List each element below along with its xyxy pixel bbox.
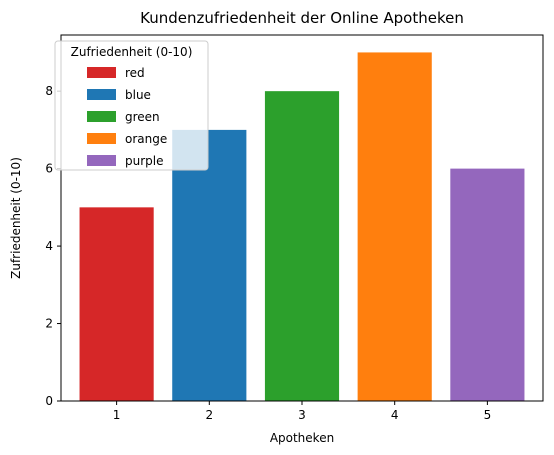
bar-1: [80, 207, 154, 401]
bar-5: [450, 169, 524, 401]
legend-entry-label: orange: [125, 132, 167, 146]
legend-entry-label: red: [125, 66, 145, 80]
x-axis-label: Apotheken: [270, 431, 334, 445]
chart-title: Kundenzufriedenheit der Online Apotheken: [140, 9, 464, 27]
y-tick-label: 0: [45, 394, 53, 408]
x-axis-ticks: 1 2 3 4 5: [113, 401, 491, 422]
legend-swatch: [87, 155, 116, 166]
y-tick-label: 8: [45, 84, 53, 98]
y-tick-label: 4: [45, 239, 53, 253]
legend-swatch: [87, 89, 116, 100]
legend-box: [55, 41, 208, 170]
x-tick-label: 2: [205, 408, 213, 422]
y-tick-label: 2: [45, 317, 53, 331]
x-tick-label: 3: [298, 408, 306, 422]
legend-title: Zufriedenheit (0-10): [71, 45, 193, 59]
x-tick-label: 1: [113, 408, 121, 422]
y-axis-label: Zufriedenheit (0-10): [9, 157, 23, 279]
legend-swatch: [87, 67, 116, 78]
legend-swatch: [87, 133, 116, 144]
legend-entry-label: blue: [125, 88, 151, 102]
bar-4: [358, 52, 432, 401]
legend-swatch: [87, 111, 116, 122]
y-tick-label: 6: [45, 162, 53, 176]
legend-entry-label: purple: [125, 154, 164, 168]
x-tick-label: 4: [391, 408, 399, 422]
legend-entry-label: green: [125, 110, 160, 124]
bar-3: [265, 91, 339, 401]
legend: Zufriedenheit (0-10) red blue green orange p…: [55, 41, 208, 170]
x-tick-label: 5: [484, 408, 492, 422]
bar-2: [172, 130, 246, 401]
